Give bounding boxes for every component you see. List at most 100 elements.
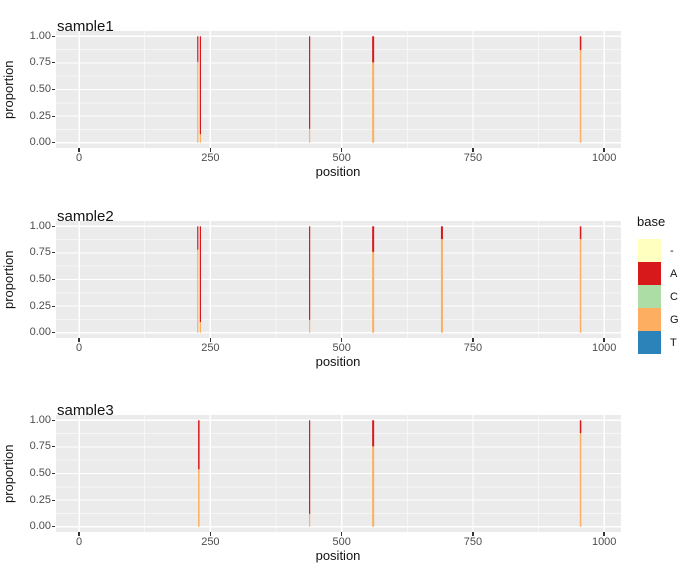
bar-segment-A xyxy=(199,36,202,135)
y-tick-label: 1.00 xyxy=(29,219,51,232)
x-tick-label: 0 xyxy=(76,152,83,164)
y-tick-label: 0.50 xyxy=(29,83,51,95)
x-tick-label: 1000 xyxy=(591,342,617,354)
x-tick-label: 750 xyxy=(463,152,483,164)
x-tick-label: 250 xyxy=(201,342,220,354)
bar-segment-G xyxy=(198,469,200,527)
y-tick-label: 0.25 xyxy=(29,493,51,506)
x-tick-mark xyxy=(209,338,212,342)
bar-segment-G xyxy=(309,513,311,527)
subplot-sample1: sample1 proportion 1.00 0.75 0.50 0.25 0.00 … xyxy=(0,0,691,192)
bar-segment-G xyxy=(372,446,375,527)
legend-label: G xyxy=(670,313,679,326)
legend-title: base xyxy=(637,214,666,229)
bar-segment-G xyxy=(372,62,375,143)
bar-segment-G xyxy=(579,433,582,527)
bar-segment-A xyxy=(372,420,375,447)
x-axis-title: position xyxy=(315,548,361,563)
bar-segment-A xyxy=(579,420,582,434)
bar-segment-G xyxy=(440,239,443,333)
x-tick-label: 0 xyxy=(76,342,83,354)
legend-label: T xyxy=(670,336,677,349)
bar-segment-A xyxy=(372,226,375,252)
subplot-sample2: sample2 proportion 1.00 0.75 0.50 0.25 0.00 … xyxy=(0,190,691,382)
y-tick-label: 0.00 xyxy=(29,326,51,339)
x-tick-mark xyxy=(340,532,343,536)
y-tick-label: 0.25 xyxy=(29,299,51,312)
bar-segment-A xyxy=(372,36,375,63)
bar-segment-A xyxy=(440,226,443,240)
bar-segment-G xyxy=(197,249,199,333)
y-tick-mark xyxy=(52,473,55,474)
y-tick-label: 0.25 xyxy=(29,109,51,122)
x-tick-label: 500 xyxy=(332,536,351,548)
bar-segment-A xyxy=(197,226,199,250)
x-tick-label: 1000 xyxy=(591,536,617,548)
y-tick-mark xyxy=(52,89,55,90)
legend-label: - xyxy=(670,244,674,257)
x-tick-mark xyxy=(603,338,605,342)
x-axis-title: position xyxy=(315,354,361,369)
y-tick-mark xyxy=(52,526,55,528)
y-tick-mark xyxy=(52,142,55,144)
bar-segment-A xyxy=(579,226,582,240)
x-tick-mark xyxy=(603,148,605,152)
y-tick-label: 0.75 xyxy=(29,56,51,69)
x-tick-label: 0 xyxy=(76,536,83,548)
plot-panel xyxy=(56,221,621,338)
y-tick-label: 1.00 xyxy=(29,413,51,426)
legend-label: C xyxy=(670,290,678,303)
x-tick-mark xyxy=(78,338,80,342)
y-tick-mark xyxy=(52,62,55,64)
bar-segment-A xyxy=(199,226,202,323)
x-tick-mark xyxy=(472,338,474,342)
legend-swatch-C xyxy=(638,285,661,308)
x-tick-label: 1000 xyxy=(591,152,617,164)
x-tick-mark xyxy=(78,148,80,152)
legend-key-G: G xyxy=(632,308,690,331)
y-tick-label: 0.75 xyxy=(29,246,51,259)
bar-segment-A xyxy=(309,420,311,514)
x-tick-mark xyxy=(340,338,343,342)
plot-panel xyxy=(56,415,621,532)
y-tick-label: 0.75 xyxy=(29,440,51,453)
legend-key-C: C xyxy=(632,285,690,308)
bar-segment-G xyxy=(199,134,202,143)
x-tick-mark xyxy=(209,148,212,152)
x-tick-mark xyxy=(472,148,474,152)
bar-segment-G xyxy=(199,322,202,333)
y-tick-mark xyxy=(52,225,55,227)
legend-swatch-A xyxy=(638,262,661,285)
x-tick-label: 750 xyxy=(463,342,483,354)
y-tick-mark xyxy=(52,115,55,117)
y-tick-mark xyxy=(52,419,55,421)
legend-label: A xyxy=(670,267,678,280)
legend-key-gap: - xyxy=(632,239,690,262)
bar-segment-A xyxy=(309,226,311,320)
subplot-sample3: sample3 proportion 1.00 0.75 0.50 0.25 0.00 … xyxy=(0,384,691,576)
x-tick-mark xyxy=(603,532,605,536)
x-tick-mark xyxy=(209,532,212,536)
x-tick-label: 250 xyxy=(201,152,220,164)
bar-segment-G xyxy=(579,50,582,143)
bar-segment-G xyxy=(579,239,582,333)
legend-key-T: T xyxy=(632,331,690,354)
bar-segment-G xyxy=(309,319,311,333)
y-tick-label: 1.00 xyxy=(29,29,51,42)
x-tick-label: 750 xyxy=(463,536,483,548)
y-tick-mark xyxy=(52,332,55,334)
x-tick-label: 250 xyxy=(201,536,220,548)
x-tick-label: 500 xyxy=(332,152,351,164)
y-tick-mark xyxy=(52,35,55,37)
y-tick-mark xyxy=(52,446,55,448)
bar-segment-G xyxy=(309,128,311,143)
y-tick-label: 0.00 xyxy=(29,136,51,149)
bar-segment-A xyxy=(197,36,199,62)
legend-swatch-gap xyxy=(638,239,661,262)
legend-swatch-G xyxy=(638,308,661,331)
bar-segment-G xyxy=(197,61,199,143)
y-tick-mark xyxy=(52,279,55,280)
y-tick-mark xyxy=(52,305,55,307)
